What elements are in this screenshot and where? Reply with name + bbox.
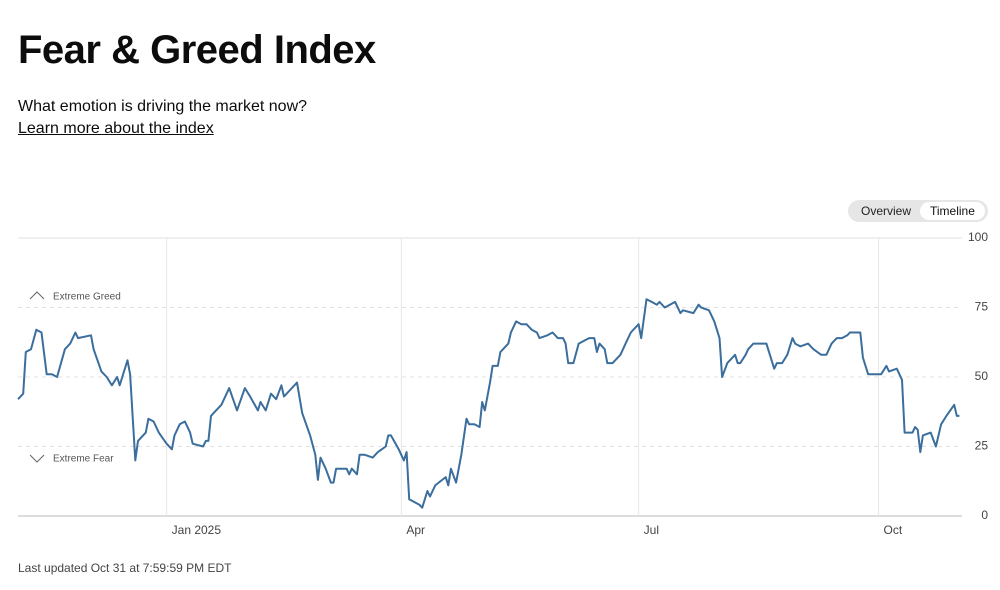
- view-toggle: Overview Timeline: [848, 200, 988, 222]
- x-tick-label: Apr: [406, 523, 425, 537]
- annotation: Extreme Greed: [53, 292, 121, 303]
- x-tick-label: Jan 2025: [172, 523, 222, 537]
- y-tick-label: 0: [981, 508, 988, 522]
- y-tick-label: 50: [975, 369, 989, 383]
- subtitle: What emotion is driving the market now?: [18, 98, 308, 115]
- page-title: Fear & Greed Index: [18, 28, 376, 72]
- index-line: [17, 298, 960, 509]
- annotation: Extreme Fear: [53, 454, 114, 465]
- x-tick-label: Jul: [644, 523, 659, 537]
- x-tick-label: Oct: [884, 523, 903, 537]
- overview-button[interactable]: Overview: [861, 204, 912, 218]
- fear-chevron: [29, 454, 45, 463]
- last-updated: Last updated Oct 31 at 7:59:59 PM EDT: [18, 561, 232, 575]
- y-tick-label: 25: [975, 439, 989, 453]
- timeline-button[interactable]: Timeline: [920, 202, 985, 220]
- y-tick-label: 100: [968, 230, 988, 244]
- y-tick-label: 75: [975, 300, 989, 314]
- learn-more-link[interactable]: Learn more about the index: [18, 120, 214, 137]
- greed-chevron: [29, 291, 45, 300]
